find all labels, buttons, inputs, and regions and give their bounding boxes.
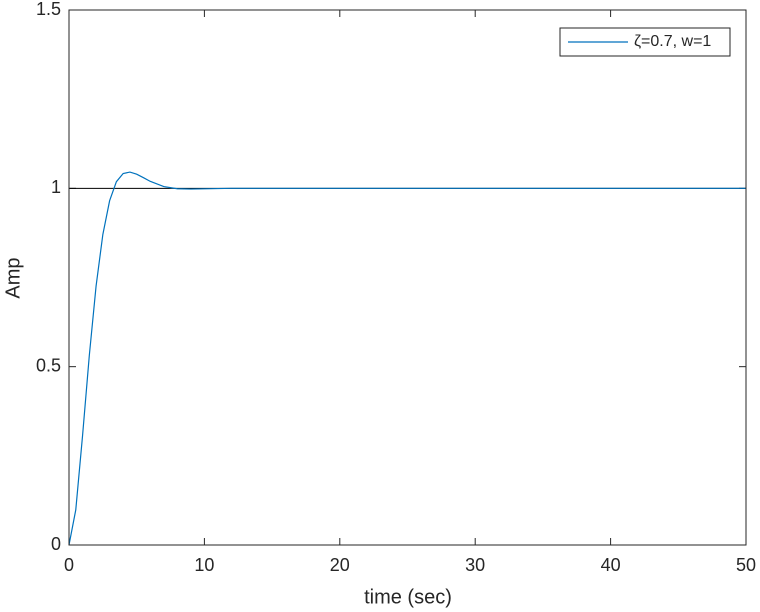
x-tick-label: 0: [64, 555, 74, 575]
y-tick-label: 1.5: [36, 0, 61, 19]
y-tick-label: 0.5: [36, 355, 61, 375]
y-axis-label: Amp: [2, 257, 24, 298]
y-tick-label: 0: [51, 534, 61, 554]
x-tick-label: 20: [330, 555, 350, 575]
series-line: [68, 171, 746, 546]
x-tick-label: 30: [465, 555, 485, 575]
legend-label: ζ=0.7, w=1: [634, 33, 711, 50]
y-tick-label: 1: [51, 177, 61, 197]
x-tick-label: 10: [194, 555, 214, 575]
x-tick-label: 50: [736, 555, 756, 575]
plot-frame: [68, 9, 747, 546]
x-axis-label: time (sec): [364, 586, 452, 608]
x-tick-label: 40: [601, 555, 621, 575]
